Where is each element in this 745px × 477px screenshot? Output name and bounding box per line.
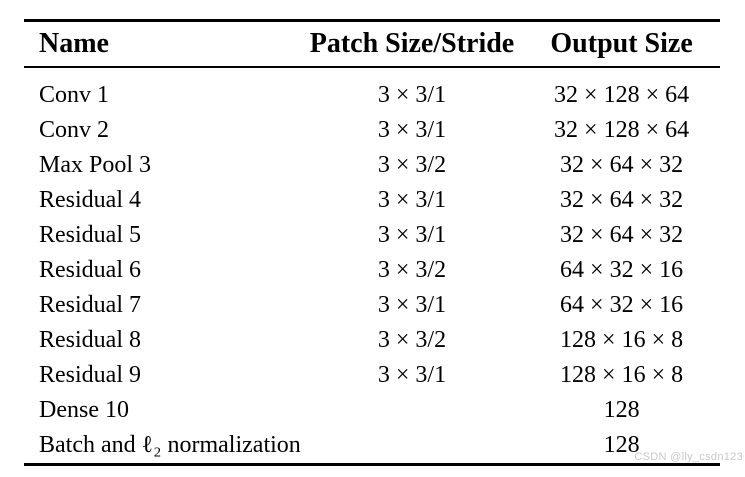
cell-name: Conv 2	[39, 117, 110, 143]
cell-output-size: 128	[603, 397, 640, 423]
cell-patch-size-stride: 3 × 3/1	[377, 292, 447, 318]
header-row: Name Patch Size/Stride Output Size	[24, 20, 720, 68]
cell-name: Residual 6	[39, 257, 141, 283]
cell-output-size: 128 × 16 × 8	[560, 327, 684, 353]
column-header-patch-size-stride: Patch Size/Stride	[300, 20, 524, 68]
cell-patch-size-stride: 3 × 3/1	[377, 362, 447, 388]
table-row: Dense 10 128	[24, 393, 720, 428]
cell-patch-size-stride: 3 × 3/1	[377, 187, 447, 213]
cell-output-size: 32 × 64 × 32	[560, 222, 684, 248]
cell-patch-size-stride	[301, 393, 523, 428]
cell-name: Residual 7	[39, 292, 141, 318]
cell-name: Residual 4	[39, 187, 141, 213]
cell-output-size: 64 × 32 × 16	[560, 292, 684, 318]
table-row: Batch and ℓ₂ normalization 128	[24, 428, 720, 465]
cell-patch-size-stride: 3 × 3/2	[377, 327, 447, 353]
table-row: Residual 4 3 × 3/1 32 × 64 × 32	[24, 183, 720, 218]
column-header-name: Name	[24, 20, 301, 68]
table-header: Name Patch Size/Stride Output Size	[24, 20, 720, 68]
cell-name: Dense 10	[39, 397, 129, 423]
cell-name: Residual 5	[39, 222, 141, 248]
table-body: Conv 1 3 × 3/1 32 × 128 × 64 Conv 2 3 × …	[24, 67, 720, 465]
cell-output-size: 32 × 128 × 64	[554, 117, 690, 143]
cell-name: Residual 8	[39, 327, 141, 353]
table-row: Residual 6 3 × 3/2 64 × 32 × 16	[24, 253, 720, 288]
cell-patch-size-stride: 3 × 3/1	[377, 117, 447, 143]
cell-output-size: 32 × 128 × 64	[554, 82, 690, 108]
cell-name: Batch and ℓ₂ normalization	[39, 432, 301, 458]
cell-output-size: 32 × 64 × 32	[560, 187, 684, 213]
cell-output-size: 128 × 16 × 8	[560, 362, 684, 388]
cell-output-size: 64 × 32 × 16	[560, 257, 684, 283]
cell-patch-size-stride: 3 × 3/2	[377, 152, 447, 178]
cell-name: Max Pool 3	[39, 152, 152, 178]
table-row: Conv 1 3 × 3/1 32 × 128 × 64	[24, 67, 720, 113]
cell-output-size: 128	[603, 432, 640, 458]
table-row: Residual 7 3 × 3/1 64 × 32 × 16	[24, 288, 720, 323]
table-row: Max Pool 3 3 × 3/2 32 × 64 × 32	[24, 148, 720, 183]
cell-patch-size-stride: 3 × 3/2	[377, 257, 447, 283]
table-row: Residual 9 3 × 3/1 128 × 16 × 8	[24, 358, 720, 393]
table-row: Conv 2 3 × 3/1 32 × 128 × 64	[24, 113, 720, 148]
table-row: Residual 8 3 × 3/2 128 × 16 × 8	[24, 323, 720, 358]
column-header-output-size: Output Size	[523, 20, 720, 68]
cell-patch-size-stride: 3 × 3/1	[377, 222, 447, 248]
cnn-architecture-table: Name Patch Size/Stride Output Size Conv …	[24, 19, 720, 466]
table-row: Residual 5 3 × 3/1 32 × 64 × 32	[24, 218, 720, 253]
cell-patch-size-stride: 3 × 3/1	[377, 82, 447, 108]
cell-name: Residual 9	[39, 362, 141, 388]
cell-name: Conv 1	[39, 82, 110, 108]
cell-patch-size-stride	[301, 428, 523, 465]
table-wrap: Name Patch Size/Stride Output Size Conv …	[24, 19, 720, 466]
csdn-watermark: CSDN @lly_csdn123	[634, 451, 743, 463]
cell-output-size: 32 × 64 × 32	[560, 152, 684, 178]
